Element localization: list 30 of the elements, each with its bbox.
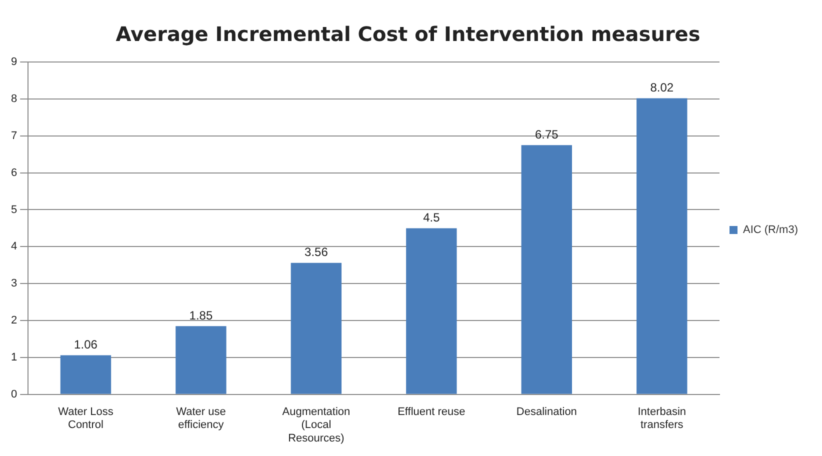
- y-tick-label: 0: [10, 388, 18, 400]
- data-label: 4.5: [423, 210, 440, 225]
- bar: [290, 262, 342, 394]
- y-tick-label: 8: [10, 92, 18, 105]
- y-tick-label: 6: [10, 166, 18, 179]
- x-tick-label: Water Loss Control: [58, 406, 114, 432]
- x-tick-label: Effluent reuse: [398, 406, 466, 418]
- bar: [636, 98, 688, 394]
- y-tick-label: 9: [10, 56, 18, 68]
- y-tick-label: 4: [10, 240, 18, 253]
- bar: [176, 326, 226, 394]
- y-tick-label: 2: [10, 314, 18, 327]
- x-tick-label: Interbasin transfers: [638, 406, 686, 432]
- data-label: 3.56: [304, 245, 328, 260]
- data-label: 6.75: [534, 127, 559, 142]
- data-label: 1.06: [74, 338, 98, 352]
- x-tick-label: Desalination: [516, 406, 577, 418]
- x-tick-label: Water use efficiency: [176, 406, 226, 432]
- bar: [60, 355, 112, 394]
- y-tick-label: 5: [10, 204, 18, 216]
- data-label: 8.02: [650, 80, 674, 95]
- y-tick-label: 1: [10, 352, 18, 364]
- bar: [406, 228, 457, 394]
- legend-label: AIC (R/m3): [743, 224, 798, 236]
- data-label: 1.85: [189, 308, 213, 322]
- chart-title: Average Incremental Cost of Intervention measures: [116, 22, 700, 46]
- y-tick-label: 7: [10, 130, 18, 142]
- x-tick-label: Augmentation (Local Resources): [282, 406, 350, 444]
- y-tick-label: 3: [10, 278, 18, 290]
- bar: [521, 145, 572, 394]
